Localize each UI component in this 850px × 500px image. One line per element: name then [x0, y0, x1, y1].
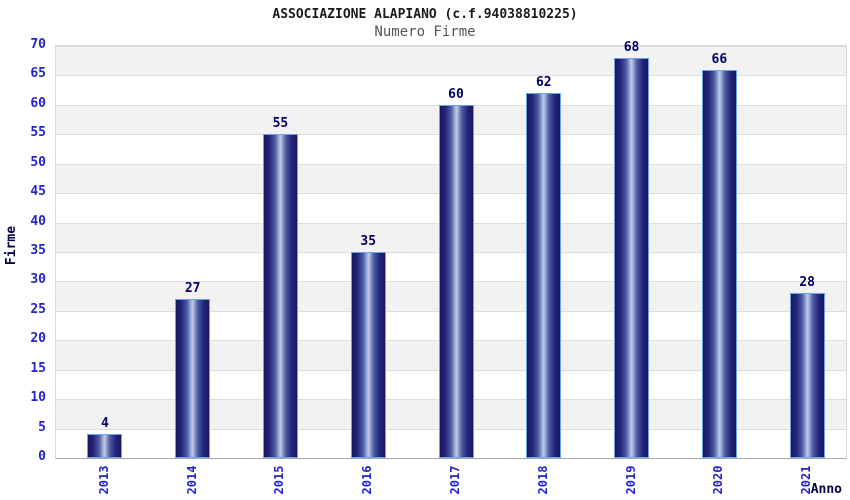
bar-value-label: 35	[360, 234, 377, 249]
y-tick-label: 40	[30, 213, 46, 229]
plot-area: 4 27 55 35 60 62 68 66 28	[55, 40, 847, 459]
bar-value-label: 66	[711, 51, 728, 67]
bar-2015	[262, 134, 298, 458]
chart-subtitle: Numero Firme	[374, 24, 476, 40]
y-tick-label: 65	[30, 66, 46, 82]
bar-value-label: 55	[272, 116, 289, 132]
x-tick-label: 2016	[360, 465, 375, 495]
y-tick-label: 0	[38, 449, 46, 464]
bar-2014	[175, 299, 211, 458]
x-tick-label: 2014	[184, 465, 199, 495]
bar-value-label: 68	[623, 39, 640, 55]
chart-title: ASSOCIAZIONE ALAPIANO (c.f.94038810225)	[272, 7, 578, 22]
x-tick-label: 2013	[96, 465, 111, 495]
gridline	[56, 46, 846, 47]
x-axis-title: Anno	[810, 482, 842, 497]
bar-value-label: 62	[535, 75, 552, 91]
bar-value-label: 60	[448, 86, 464, 102]
y-tick-label: 5	[38, 419, 46, 435]
y-tick-label: 70	[30, 37, 46, 52]
x-tick-label: 2020	[711, 465, 726, 495]
bar-2020	[701, 69, 737, 458]
bar-value-label: 28	[799, 275, 815, 291]
y-tick-label: 25	[30, 301, 46, 317]
bar-2017	[438, 104, 474, 458]
bar-2021	[789, 293, 825, 458]
bar-2019	[614, 57, 650, 458]
y-tick-label: 45	[30, 184, 46, 200]
bar-2018	[526, 93, 562, 458]
bar-2016	[350, 252, 386, 458]
y-tick-label: 15	[30, 360, 46, 376]
bar-value-label: 27	[184, 281, 201, 297]
y-tick-label: 30	[30, 272, 46, 288]
x-tick-label: 2015	[272, 465, 287, 495]
x-tick-label: 2017	[448, 465, 462, 495]
bar-2013	[87, 434, 123, 458]
y-tick-label: 20	[30, 331, 46, 347]
x-tick-label: 2019	[623, 465, 638, 495]
y-tick-label: 35	[30, 243, 46, 258]
x-tick-label: 2018	[535, 465, 550, 495]
y-tick-label: 10	[30, 390, 46, 406]
y-tick-label: 55	[30, 125, 46, 141]
y-tick-label: 50	[30, 154, 46, 170]
gridline	[56, 75, 846, 77]
x-axis-line	[56, 458, 846, 459]
y-tick-label: 60	[30, 95, 46, 111]
bar-value-label: 4	[100, 416, 109, 432]
